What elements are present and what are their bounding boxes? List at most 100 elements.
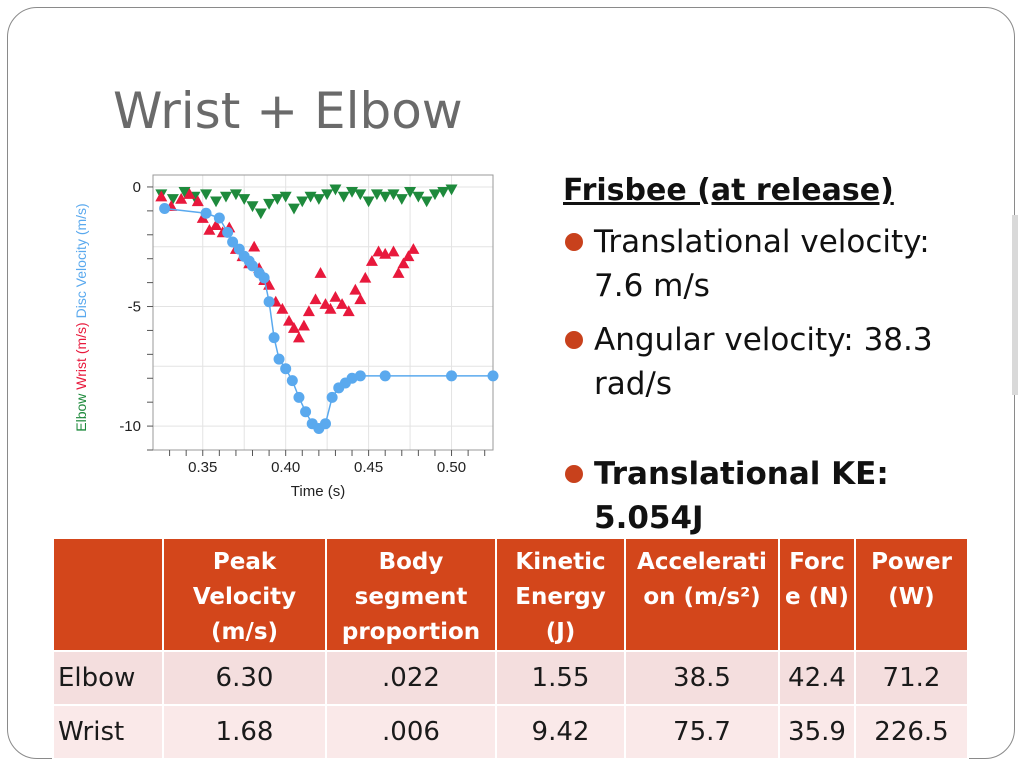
data-point [200, 189, 213, 201]
data-point [296, 196, 309, 208]
data-point [287, 322, 300, 333]
row-label: Wrist [52, 704, 164, 760]
bullet-text: Angular velocity: 38.3 rad/s [594, 322, 933, 402]
table-cell: .006 [325, 704, 497, 760]
data-point [183, 188, 196, 199]
data-point [379, 370, 391, 382]
data-point [362, 196, 375, 208]
data-point [268, 332, 280, 344]
data-point [175, 192, 188, 204]
data-point [178, 186, 191, 198]
data-point [402, 250, 415, 262]
results-table: Peak Velocity (m/s) Body segment proport… [52, 537, 969, 760]
x-tick-label: 0.35 [188, 459, 217, 476]
data-point [342, 305, 355, 317]
bullet-translational-ke: Translational KE: 5.054J [563, 452, 983, 540]
row-label: Elbow [52, 650, 164, 706]
table-row: Wrist 1.68 .006 9.42 75.7 35.9 226.5 [52, 704, 969, 760]
data-point [287, 203, 300, 215]
header-power: Power (W) [854, 537, 969, 652]
data-point [263, 296, 275, 308]
data-point [404, 186, 417, 198]
data-point [229, 189, 242, 201]
x-tick-label: 0.50 [437, 459, 466, 476]
data-point [280, 363, 292, 375]
data-point [238, 194, 251, 205]
data-point [336, 298, 349, 309]
data-point [329, 290, 342, 302]
header-cell-blank [52, 537, 164, 652]
data-point [210, 196, 223, 208]
table-cell: 71.2 [854, 650, 969, 706]
data-point [222, 226, 234, 238]
x-tick-label: 0.45 [354, 459, 383, 476]
bullet-dot-icon [565, 233, 583, 251]
slide-title: Wrist + Elbow [113, 82, 463, 140]
bullet-dot-icon [565, 465, 583, 483]
x-tick-label: 0.40 [271, 459, 300, 476]
data-point [276, 302, 289, 314]
header-force: Forc e (N) [778, 537, 856, 652]
data-point [297, 319, 310, 331]
data-point [349, 283, 362, 295]
data-point [279, 191, 292, 203]
y-axis-label: Elbow Wrist (m/s) Disc Velocity (m/s) [73, 203, 89, 431]
data-point [159, 202, 171, 214]
data-point [247, 260, 259, 272]
data-point [293, 391, 305, 403]
data-point [283, 314, 295, 326]
data-point [354, 370, 366, 382]
data-point [329, 184, 342, 196]
data-point [213, 212, 225, 224]
data-point [219, 191, 232, 203]
x-axis-label: Time (s) [291, 483, 345, 500]
bullet-heading: Frisbee (at release) [563, 173, 894, 208]
data-point [258, 272, 270, 284]
bullet-text: Translational KE: 5.054J [594, 456, 889, 536]
header-body-segment-proportion: Body segment proportion [325, 537, 497, 652]
table-cell: 1.68 [162, 704, 327, 760]
data-point [227, 236, 239, 248]
y-axis-label-part: Wrist (m/s) [73, 322, 89, 393]
data-point [263, 198, 276, 210]
table-cell: 38.5 [624, 650, 780, 706]
bullet-translational-velocity: Translational velocity: 7.6 m/s [563, 220, 983, 308]
table-cell: 1.55 [495, 650, 626, 706]
table-cell: 6.30 [162, 650, 327, 706]
data-point [387, 245, 400, 257]
data-point [321, 189, 334, 201]
y-tick-label: 0 [133, 179, 141, 196]
data-point [372, 245, 385, 257]
data-point [292, 331, 305, 343]
data-point [166, 194, 179, 205]
data-point [254, 208, 267, 220]
data-point [428, 189, 441, 201]
slide-edge-tab [1012, 215, 1018, 395]
data-point [326, 391, 338, 403]
table-cell: 9.42 [495, 704, 626, 760]
data-point [312, 194, 325, 205]
header-peak-velocity: Peak Velocity (m/s) [162, 537, 327, 652]
data-point [319, 418, 331, 430]
data-point [155, 190, 168, 202]
y-tick-label: -10 [119, 418, 141, 435]
table-header-row: Peak Velocity (m/s) Body segment proport… [52, 537, 969, 652]
bullet-panel: Frisbee (at release) Translational veloc… [563, 172, 983, 540]
data-point [246, 201, 259, 213]
data-point [359, 271, 372, 283]
data-point [314, 267, 327, 278]
plot-frame [152, 174, 494, 451]
table-cell: 75.7 [624, 704, 780, 760]
data-point [273, 353, 285, 365]
data-point [302, 305, 315, 317]
table-cell: 226.5 [854, 704, 969, 760]
data-point [445, 184, 458, 196]
data-point [286, 375, 298, 387]
data-point [200, 207, 212, 219]
y-axis-label-part: Elbow [73, 393, 89, 432]
table-row: Elbow 6.30 .022 1.55 38.5 42.4 71.2 [52, 650, 969, 706]
data-point [248, 240, 261, 252]
data-point [203, 224, 216, 235]
table-cell: 42.4 [778, 650, 856, 706]
data-point [319, 298, 332, 309]
